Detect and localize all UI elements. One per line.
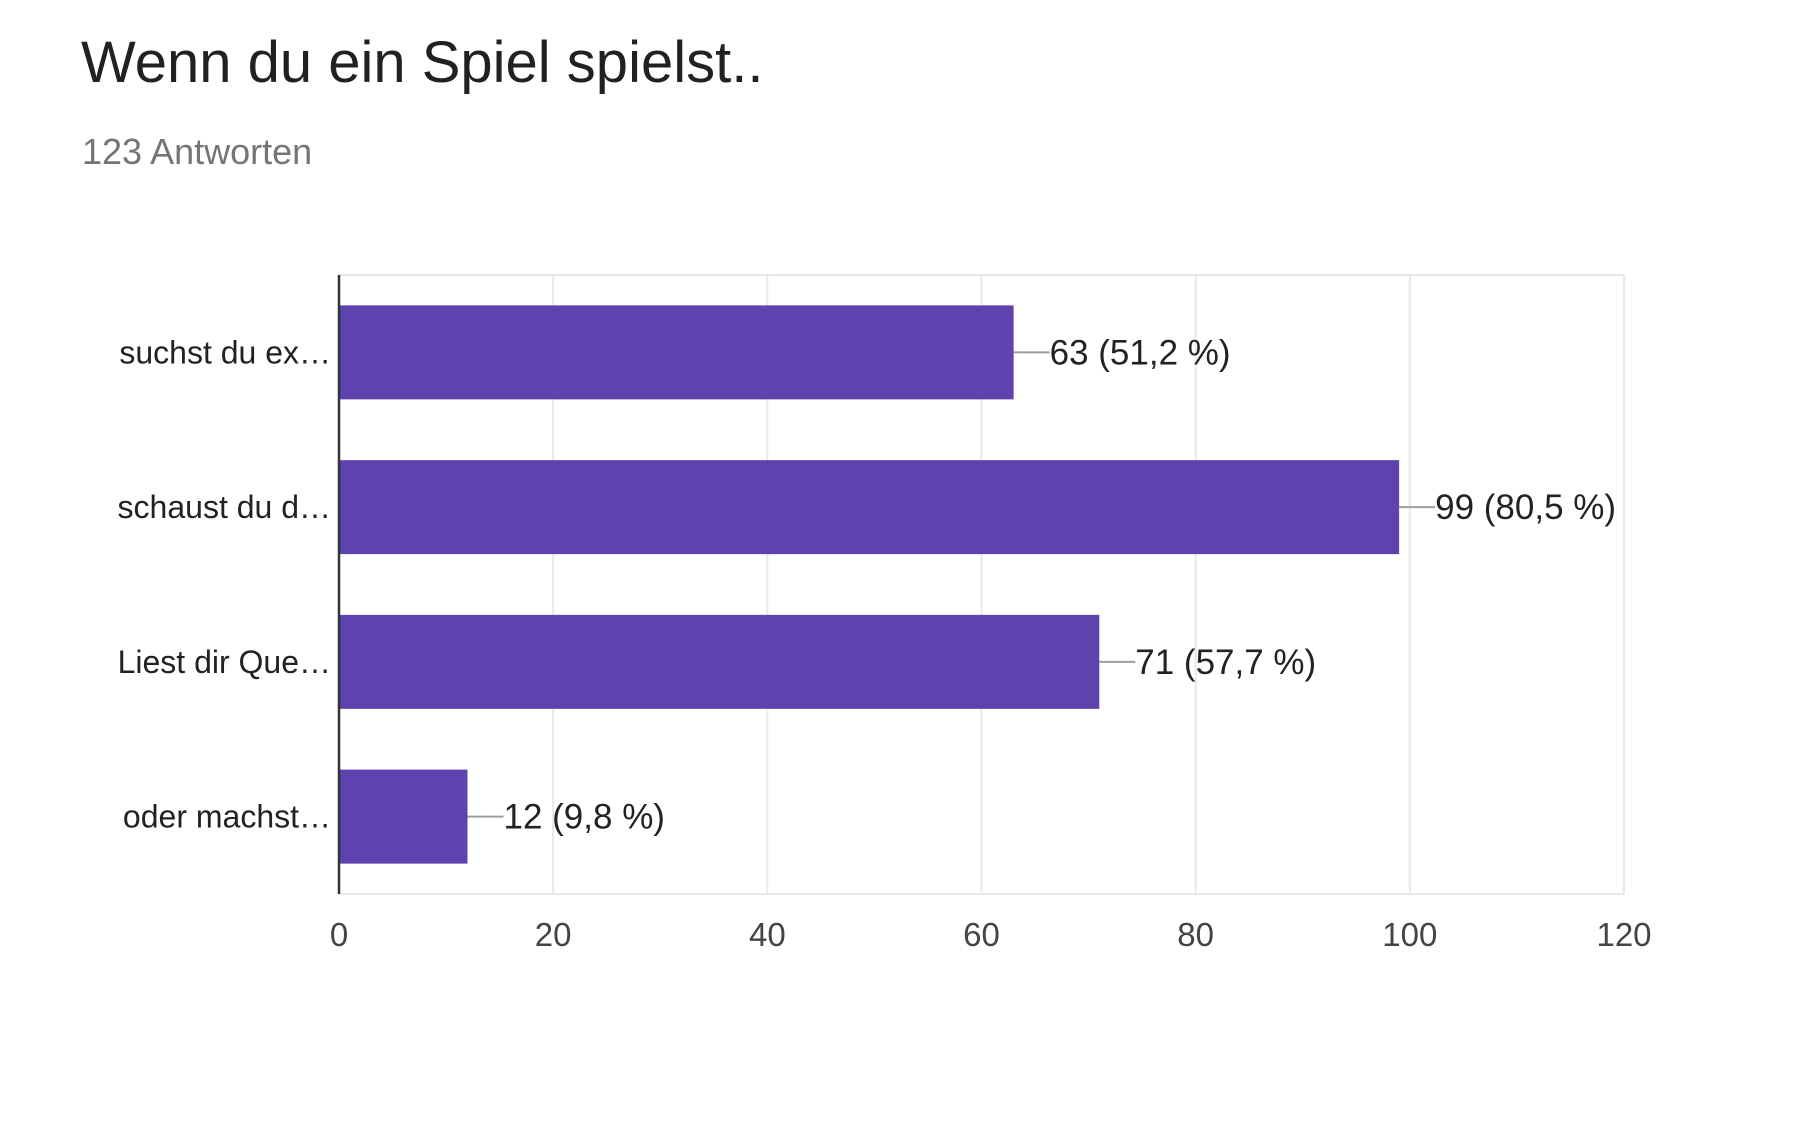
bar-value-label: 63 (51,2 %) [1050,333,1231,372]
chart-title: Wenn du ein Spiel spielst.. [81,30,764,95]
bar-value-label: 71 (57,7 %) [1135,643,1316,682]
x-tick-label: 80 [1177,916,1214,953]
bar-value-label: 12 (9,8 %) [504,798,665,837]
bar-value-label: 99 (80,5 %) [1435,488,1616,527]
category-label: schaust du d… [118,489,331,525]
bar-3 [339,769,468,864]
x-tick-label: 120 [1596,916,1651,953]
x-tick-label: 100 [1382,916,1437,953]
x-tick-label: 40 [749,916,786,953]
x-tick-label: 60 [963,916,1000,953]
x-tick-label: 20 [535,916,572,953]
category-label: oder machst… [123,799,331,835]
response-count: 123 Antworten [82,131,313,172]
bar-0 [339,305,1014,400]
x-tick-label: 0 [330,916,348,953]
bar-2 [339,614,1100,709]
category-label: Liest dir Que… [118,644,331,680]
bars [339,305,1400,864]
gridlines [339,274,1625,895]
labels: 0 20 40 60 80 100 120 63 (51,2 %) suchst du ex… 9… [118,333,1652,953]
bar-1 [339,460,1400,555]
category-label: suchst du ex… [119,334,331,370]
